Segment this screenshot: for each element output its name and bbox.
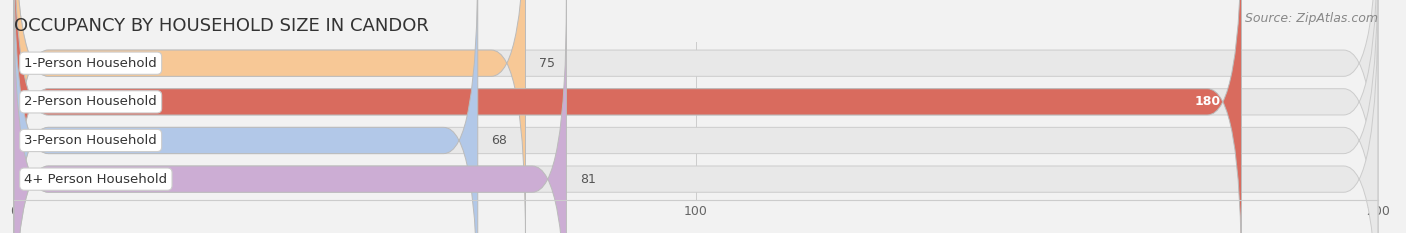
Text: 3-Person Household: 3-Person Household — [24, 134, 157, 147]
Text: OCCUPANCY BY HOUSEHOLD SIZE IN CANDOR: OCCUPANCY BY HOUSEHOLD SIZE IN CANDOR — [14, 17, 429, 35]
FancyBboxPatch shape — [14, 0, 1378, 233]
Text: 2-Person Household: 2-Person Household — [24, 95, 157, 108]
Text: 180: 180 — [1195, 95, 1220, 108]
Text: 81: 81 — [581, 173, 596, 186]
FancyBboxPatch shape — [14, 0, 526, 233]
FancyBboxPatch shape — [14, 0, 567, 233]
FancyBboxPatch shape — [14, 0, 1378, 233]
Text: Source: ZipAtlas.com: Source: ZipAtlas.com — [1244, 12, 1378, 25]
FancyBboxPatch shape — [14, 0, 1241, 233]
Text: 75: 75 — [538, 57, 555, 70]
Text: 1-Person Household: 1-Person Household — [24, 57, 157, 70]
FancyBboxPatch shape — [14, 0, 478, 233]
Text: 4+ Person Household: 4+ Person Household — [24, 173, 167, 186]
FancyBboxPatch shape — [14, 0, 1378, 233]
FancyBboxPatch shape — [14, 0, 1378, 233]
Text: 68: 68 — [492, 134, 508, 147]
